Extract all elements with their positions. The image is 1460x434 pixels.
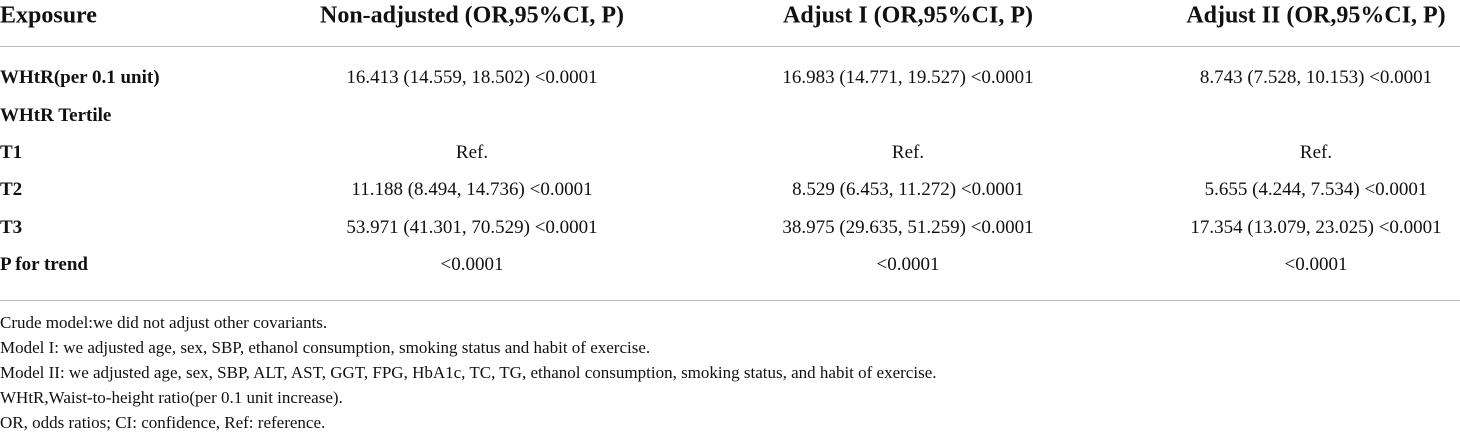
row-label: T1 — [0, 142, 23, 163]
table-rule — [0, 300, 1460, 301]
table-cell: 8.529 (6.453, 11.272) <0.0001 — [792, 179, 1024, 200]
table-cell: Ref. — [891, 142, 925, 163]
table-cell: 11.188 (8.494, 14.736) <0.0001 — [351, 179, 593, 200]
column-header: Exposure — [0, 2, 97, 29]
header-rule — [0, 46, 1460, 47]
table-cell: 38.975 (29.635, 51.259) <0.0001 — [782, 217, 1034, 238]
footnote: Model I: we adjusted age, sex, SBP, etha… — [0, 338, 651, 357]
footnote: Crude model:we did not adjust other cova… — [0, 313, 328, 332]
row-label: WHtR(per 0.1 unit) — [0, 67, 160, 88]
row-label: T2 — [0, 179, 23, 200]
footnote: OR, odds ratios; CI: confidence, Ref: re… — [0, 413, 326, 432]
table-cell: 17.354 (13.079, 23.025) <0.0001 — [1190, 217, 1442, 238]
table-cell: 16.413 (14.559, 18.502) <0.0001 — [346, 67, 598, 88]
table-cell: 8.743 (7.528, 10.153) <0.0001 — [1199, 67, 1433, 88]
table-cell: <0.0001 — [440, 254, 504, 275]
row-label: WHtR Tertile — [0, 105, 112, 126]
table-cell: Ref. — [1299, 142, 1333, 163]
table-cell: 53.971 (41.301, 70.529) <0.0001 — [346, 217, 598, 238]
table-cell: 16.983 (14.771, 19.527) <0.0001 — [782, 67, 1034, 88]
footnote: Model II: we adjusted age, sex, SBP, ALT… — [0, 363, 937, 382]
footnote: WHtR,Waist-to-height ratio(per 0.1 unit … — [0, 388, 343, 407]
table-cell: <0.0001 — [876, 254, 940, 275]
column-header: Adjust I (OR,95%CI, P) — [782, 2, 1034, 29]
row-label: P for trend — [0, 254, 88, 275]
column-header: Adjust II (OR,95%CI, P) — [1186, 2, 1446, 29]
table-cell: Ref. — [455, 142, 489, 163]
table-cell: <0.0001 — [1284, 254, 1348, 275]
table-cell: 5.655 (4.244, 7.534) <0.0001 — [1204, 179, 1428, 200]
column-header: Non-adjusted (OR,95%CI, P) — [319, 2, 625, 29]
row-label: T3 — [0, 217, 23, 238]
